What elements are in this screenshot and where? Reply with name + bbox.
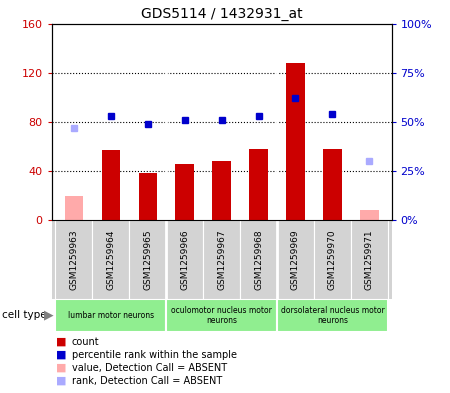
Text: ■: ■: [56, 376, 67, 386]
Bar: [323, 149, 342, 220]
Bar: [166, 299, 277, 332]
Text: ■: ■: [56, 363, 67, 373]
Bar: [314, 220, 351, 299]
Text: GSM1259965: GSM1259965: [143, 229, 152, 290]
Bar: [212, 161, 231, 220]
Bar: [277, 220, 314, 299]
Bar: [240, 220, 277, 299]
Text: ■: ■: [56, 350, 67, 360]
Text: cell type: cell type: [2, 310, 47, 320]
Bar: [360, 210, 378, 220]
Text: GSM1259966: GSM1259966: [180, 229, 189, 290]
Text: GSM1259964: GSM1259964: [106, 229, 115, 290]
Text: percentile rank within the sample: percentile rank within the sample: [72, 350, 237, 360]
Text: ▶: ▶: [44, 309, 54, 322]
Bar: [203, 220, 240, 299]
Text: GSM1259970: GSM1259970: [328, 229, 337, 290]
Bar: [129, 220, 166, 299]
Bar: [277, 299, 388, 332]
Bar: [55, 299, 166, 332]
Bar: [286, 63, 305, 220]
Text: dorsolateral nucleus motor
neurons: dorsolateral nucleus motor neurons: [280, 306, 384, 325]
Text: GSM1259971: GSM1259971: [365, 229, 374, 290]
Bar: [351, 220, 388, 299]
Bar: [249, 149, 268, 220]
Text: GSM1259968: GSM1259968: [254, 229, 263, 290]
Bar: [166, 220, 203, 299]
Text: rank, Detection Call = ABSENT: rank, Detection Call = ABSENT: [72, 376, 222, 386]
Text: GSM1259967: GSM1259967: [217, 229, 226, 290]
Bar: [92, 220, 129, 299]
Bar: [65, 195, 83, 220]
Text: GSM1259969: GSM1259969: [291, 229, 300, 290]
Bar: [55, 220, 92, 299]
Text: count: count: [72, 337, 99, 347]
Bar: [176, 163, 194, 220]
Text: lumbar motor neurons: lumbar motor neurons: [68, 311, 154, 320]
Bar: [139, 173, 157, 220]
Text: value, Detection Call = ABSENT: value, Detection Call = ABSENT: [72, 363, 227, 373]
Title: GDS5114 / 1432931_at: GDS5114 / 1432931_at: [141, 7, 302, 21]
Bar: [102, 150, 120, 220]
Text: GSM1259963: GSM1259963: [69, 229, 78, 290]
Text: oculomotor nucleus motor
neurons: oculomotor nucleus motor neurons: [171, 306, 272, 325]
Text: ■: ■: [56, 337, 67, 347]
